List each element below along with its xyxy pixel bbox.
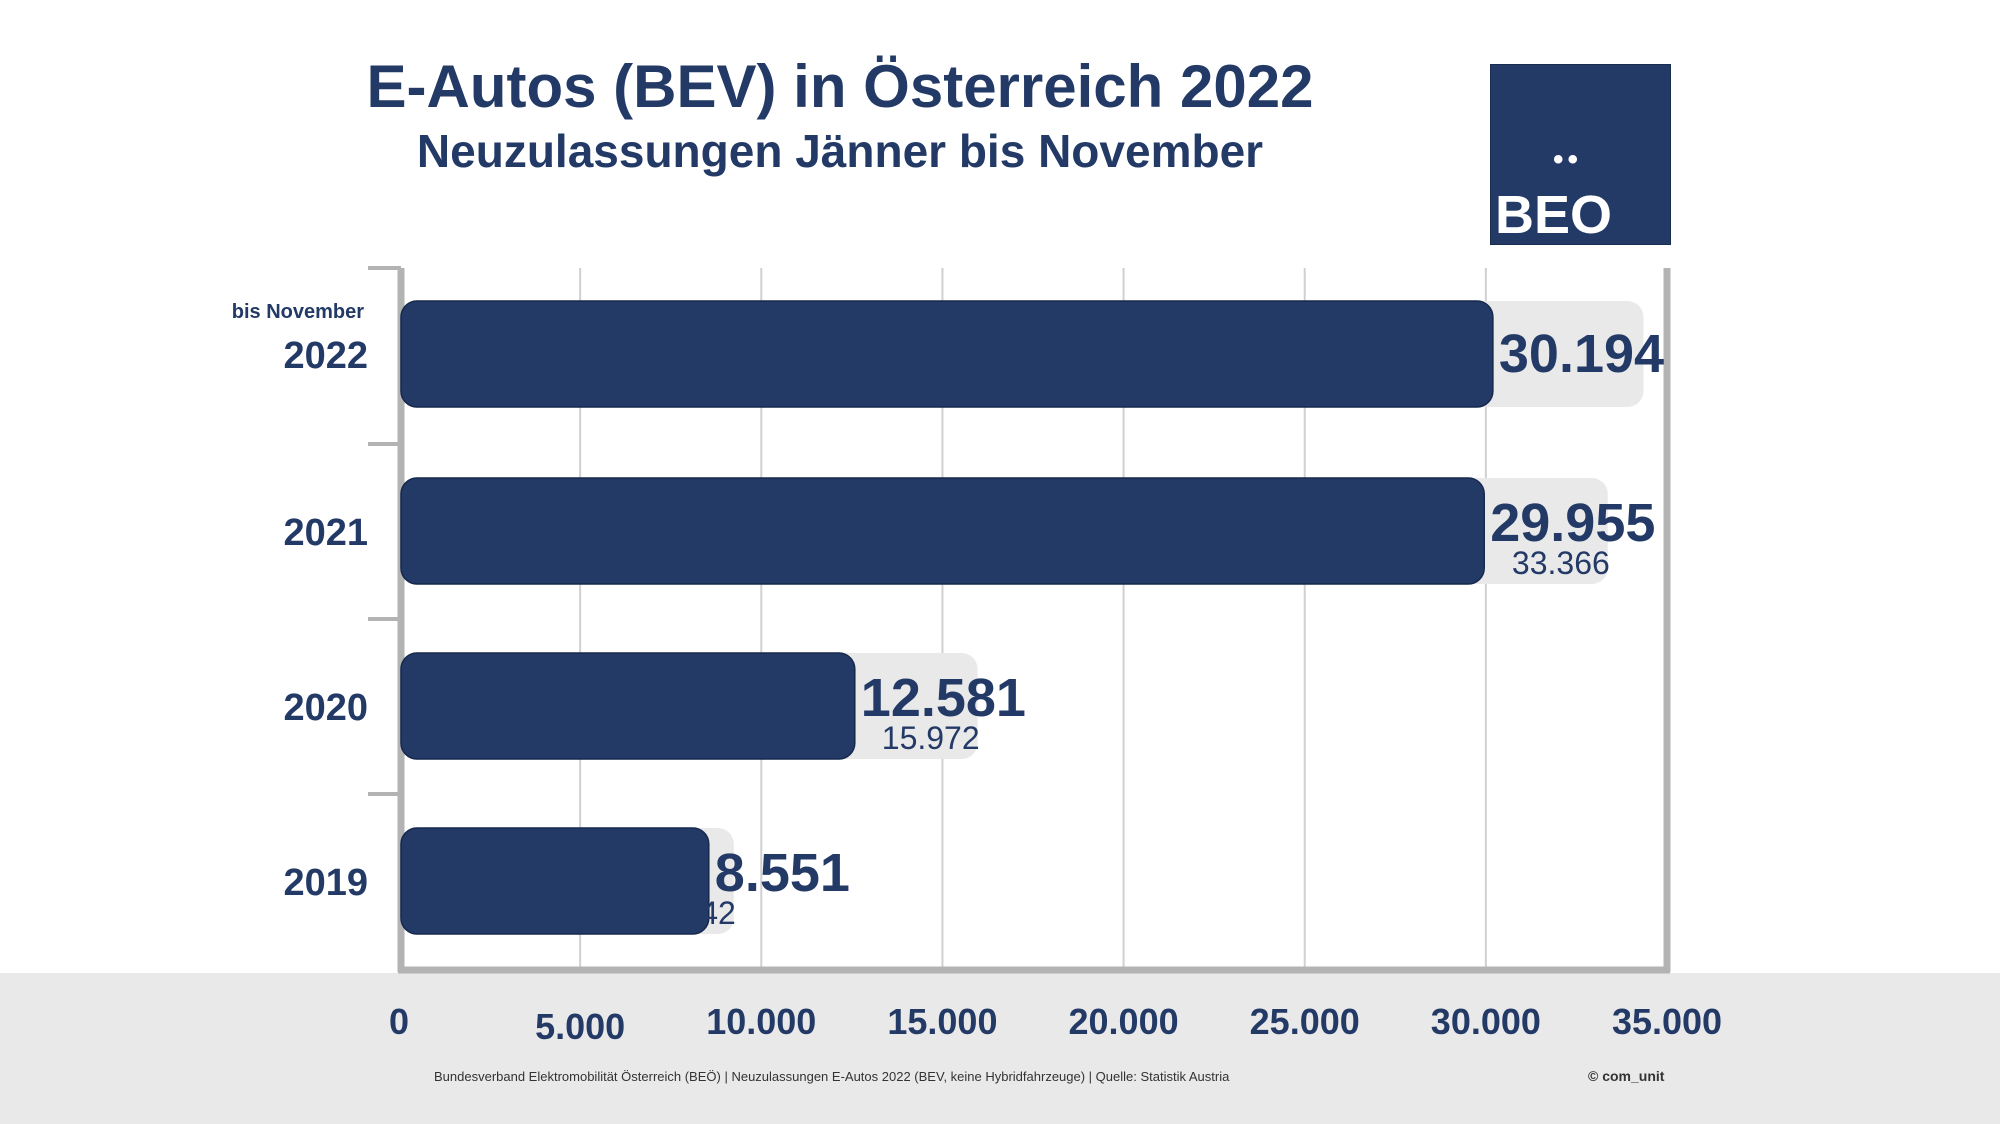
x-tick-label-6: 30.000 <box>1431 1001 1541 1042</box>
logo-dots: •• <box>1553 143 1583 176</box>
value-label-2022: 30.194 <box>1499 324 1664 384</box>
beo-logo: •• BEO <box>1490 64 1671 245</box>
category-label-2019: 2019 <box>283 862 368 904</box>
source-note: Bundesverband Elektromobilität Österreic… <box>434 1069 1230 1084</box>
chart-title: E-Autos (BEV) in Österreich 2022 <box>366 53 1314 120</box>
category-note-2022: bis November <box>232 301 364 323</box>
x-tick-label-0: 0 <box>389 1001 409 1042</box>
category-label-2022: 2022 <box>283 335 368 377</box>
bar-value-2019 <box>400 827 710 935</box>
value-label-2020: 12.581 <box>861 668 1026 728</box>
logo-text: BEO <box>1495 185 1613 245</box>
x-tick-label-5: 25.000 <box>1250 1001 1360 1042</box>
category-label-2021: 2021 <box>283 512 368 554</box>
total-label-2020: 15.972 <box>882 720 980 756</box>
x-tick-label-4: 20.000 <box>1069 1001 1179 1042</box>
chart-subtitle: Neuzulassungen Jänner bis November <box>416 125 1264 177</box>
bar-value-2021 <box>400 477 1485 585</box>
copyright-note: © com_unit <box>1588 1068 1665 1084</box>
total-label-2021: 33.366 <box>1512 545 1610 581</box>
footer-band <box>0 973 2000 1124</box>
category-label-2020: 2020 <box>283 687 368 729</box>
total-label-2019: 9.242 <box>656 895 736 931</box>
value-label-2021: 29.955 <box>1490 493 1655 553</box>
x-tick-label-7: 35.000 <box>1612 1001 1722 1042</box>
x-tick-label-1: 5.000 <box>535 1006 625 1047</box>
x-tick-label-3: 15.000 <box>887 1001 997 1042</box>
bar-value-2020 <box>400 652 856 760</box>
bar-value-2022 <box>400 300 1494 408</box>
x-tick-label-2: 10.000 <box>706 1001 816 1042</box>
value-label-2019: 8.551 <box>715 843 850 903</box>
